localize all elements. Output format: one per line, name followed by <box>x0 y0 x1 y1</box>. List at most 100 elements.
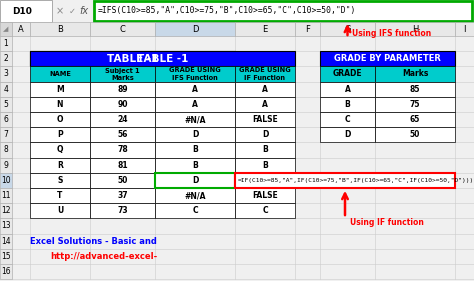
Text: Using IFS function: Using IFS function <box>353 28 432 37</box>
Bar <box>30 51 295 66</box>
Bar <box>320 127 375 142</box>
Bar <box>320 22 375 36</box>
Text: 12: 12 <box>1 206 11 215</box>
Bar <box>30 188 90 203</box>
Bar <box>320 112 375 127</box>
Text: 2: 2 <box>4 54 9 63</box>
Text: D: D <box>192 176 198 185</box>
Text: F: F <box>305 24 310 33</box>
Bar <box>320 81 375 97</box>
Text: 50: 50 <box>410 130 420 139</box>
Text: 85: 85 <box>410 85 420 94</box>
Bar <box>30 173 90 188</box>
Text: Q: Q <box>57 146 63 155</box>
Text: 4: 4 <box>4 85 9 94</box>
Text: P: P <box>57 130 63 139</box>
Bar <box>235 127 295 142</box>
Bar <box>155 112 235 127</box>
Text: FALSE: FALSE <box>252 115 278 124</box>
Bar <box>155 158 235 173</box>
Text: D: D <box>262 130 268 139</box>
Text: A: A <box>192 100 198 109</box>
Text: N: N <box>57 100 63 109</box>
Bar <box>30 97 90 112</box>
Text: 56: 56 <box>117 130 128 139</box>
Bar <box>235 112 295 127</box>
Bar <box>0 264 12 279</box>
Bar <box>0 36 12 51</box>
Text: C: C <box>345 115 350 124</box>
Bar <box>235 97 295 112</box>
Text: IF Function: IF Function <box>245 74 285 80</box>
Text: A: A <box>262 85 268 94</box>
Bar <box>0 22 12 36</box>
Text: 78: 78 <box>117 146 128 155</box>
Text: H: H <box>412 24 418 33</box>
Bar <box>0 97 12 112</box>
Text: GRADE USING: GRADE USING <box>239 67 291 74</box>
Bar <box>235 203 295 218</box>
Text: B: B <box>192 161 198 170</box>
Bar <box>0 158 12 173</box>
Text: Marks: Marks <box>111 74 134 80</box>
Text: B: B <box>262 146 268 155</box>
Text: ✓: ✓ <box>69 6 75 15</box>
Text: =IFS(C10>=85,"A",C10>=75,"B",C10>=65,"C",C10>=50,"D"): =IFS(C10>=85,"A",C10>=75,"B",C10>=65,"C"… <box>98 6 356 15</box>
Text: U: U <box>57 206 63 215</box>
Bar <box>90 81 155 97</box>
Bar <box>375 81 455 97</box>
Text: 73: 73 <box>117 206 128 215</box>
Text: ◢: ◢ <box>3 26 9 32</box>
Bar <box>0 127 12 142</box>
Text: 90: 90 <box>117 100 128 109</box>
Text: 37: 37 <box>117 191 128 200</box>
Bar <box>90 158 155 173</box>
Text: http://advanced-excel-: http://advanced-excel- <box>50 252 157 261</box>
Bar <box>30 66 90 81</box>
Text: #N/A: #N/A <box>184 115 206 124</box>
Bar <box>155 127 235 142</box>
Text: D: D <box>344 130 351 139</box>
Text: TABLE -1: TABLE -1 <box>137 54 188 64</box>
Bar <box>455 22 474 36</box>
Bar <box>375 127 455 142</box>
Bar <box>235 81 295 97</box>
Text: C: C <box>262 206 268 215</box>
Bar <box>235 188 295 203</box>
Bar <box>30 112 90 127</box>
Text: 3: 3 <box>4 69 9 78</box>
Text: 81: 81 <box>117 161 128 170</box>
Bar <box>30 22 90 36</box>
Bar <box>90 188 155 203</box>
Text: Excel Solutions - Basic and: Excel Solutions - Basic and <box>30 237 157 246</box>
Bar <box>155 188 235 203</box>
Bar <box>0 188 12 203</box>
Text: Subject 1: Subject 1 <box>105 67 140 74</box>
Bar <box>375 112 455 127</box>
Text: E: E <box>263 24 268 33</box>
Bar <box>155 66 235 81</box>
Bar <box>90 97 155 112</box>
Bar <box>0 218 12 234</box>
Text: 10: 10 <box>1 176 11 185</box>
Text: 16: 16 <box>1 267 11 276</box>
Bar <box>295 22 320 36</box>
Bar <box>30 203 90 218</box>
Bar <box>0 0 52 22</box>
Text: I: I <box>463 24 466 33</box>
Bar <box>155 97 235 112</box>
Bar <box>90 22 155 36</box>
Bar <box>0 234 12 249</box>
Text: TABLE -1: TABLE -1 <box>107 54 158 64</box>
Bar <box>235 173 455 188</box>
Text: B: B <box>345 100 350 109</box>
Text: A: A <box>192 85 198 94</box>
Bar <box>155 142 235 158</box>
Text: O: O <box>57 115 63 124</box>
Text: A: A <box>18 24 24 33</box>
Text: 75: 75 <box>410 100 420 109</box>
Bar <box>155 22 235 36</box>
Text: 65: 65 <box>410 115 420 124</box>
Text: GRADE BY PARAMETER: GRADE BY PARAMETER <box>334 54 441 63</box>
Text: A: A <box>262 100 268 109</box>
